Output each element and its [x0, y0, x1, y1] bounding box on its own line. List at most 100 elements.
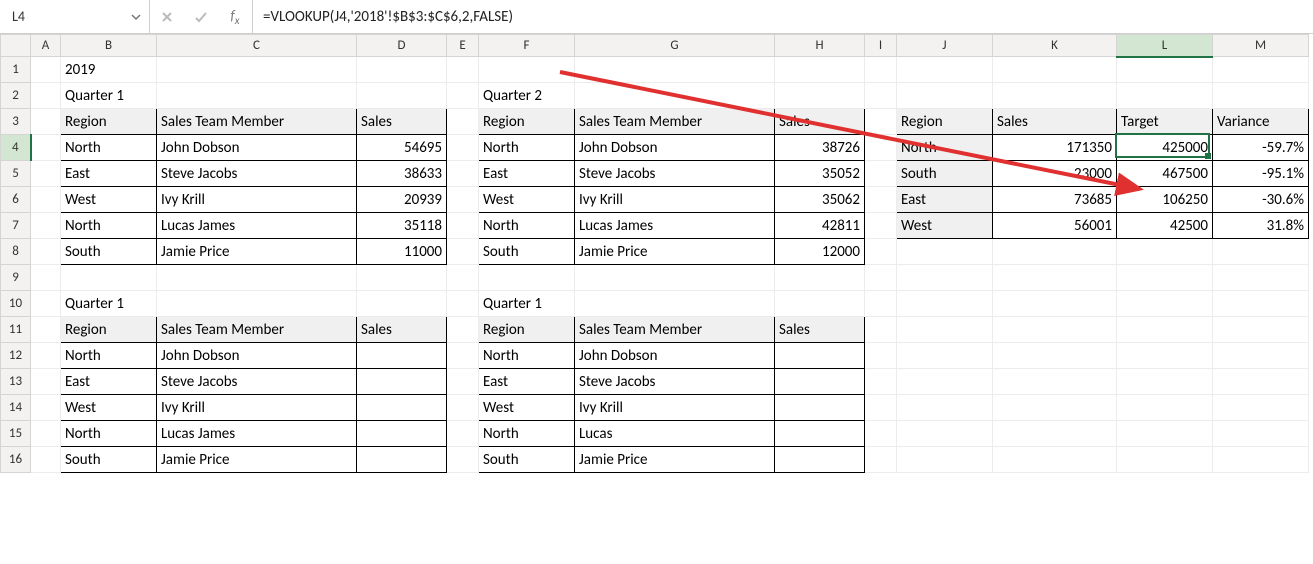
cell-L8[interactable]: [1117, 239, 1213, 265]
cell-L10[interactable]: [1117, 291, 1213, 317]
cell-G12[interactable]: John Dobson: [575, 343, 775, 369]
cell-D3[interactable]: Sales: [357, 109, 447, 135]
cell-C4[interactable]: John Dobson: [157, 135, 357, 161]
cell-M3[interactable]: Variance: [1213, 109, 1309, 135]
row-header-5[interactable]: 5: [1, 161, 31, 187]
cell-A12[interactable]: [31, 343, 61, 369]
cell-E12[interactable]: [447, 343, 479, 369]
cell-K3[interactable]: Sales: [993, 109, 1117, 135]
cell-H10[interactable]: [775, 291, 865, 317]
cell-F6[interactable]: West: [479, 187, 575, 213]
cell-C8[interactable]: Jamie Price: [157, 239, 357, 265]
cell-L9[interactable]: [1117, 265, 1213, 291]
cell-L12[interactable]: [1117, 343, 1213, 369]
cell-B1[interactable]: 2019: [61, 57, 157, 83]
cell-C6[interactable]: Ivy Krill: [157, 187, 357, 213]
cell-D11[interactable]: Sales: [357, 317, 447, 343]
cell-M1[interactable]: [1213, 57, 1309, 83]
row-header-15[interactable]: 15: [1, 421, 31, 447]
cell-I2[interactable]: [865, 83, 897, 109]
cell-I5[interactable]: [865, 161, 897, 187]
cell-D16[interactable]: [357, 447, 447, 473]
cell-B3[interactable]: Region: [61, 109, 157, 135]
row-header-10[interactable]: 10: [1, 291, 31, 317]
cell-F4[interactable]: North: [479, 135, 575, 161]
cell-D4[interactable]: 54695: [357, 135, 447, 161]
cell-C11[interactable]: Sales Team Member: [157, 317, 357, 343]
cell-B7[interactable]: North: [61, 213, 157, 239]
cell-J2[interactable]: [897, 83, 993, 109]
col-header-F[interactable]: F: [479, 35, 575, 57]
cell-C1[interactable]: [157, 57, 357, 83]
row-header-16[interactable]: 16: [1, 447, 31, 473]
cell-G14[interactable]: Ivy Krill: [575, 395, 775, 421]
cell-E16[interactable]: [447, 447, 479, 473]
cell-M14[interactable]: [1213, 395, 1309, 421]
cell-B11[interactable]: Region: [61, 317, 157, 343]
cell-M16[interactable]: [1213, 447, 1309, 473]
cell-J5[interactable]: South: [897, 161, 993, 187]
cell-M8[interactable]: [1213, 239, 1309, 265]
col-header-C[interactable]: C: [157, 35, 357, 57]
cell-I6[interactable]: [865, 187, 897, 213]
cell-F1[interactable]: [479, 57, 575, 83]
cell-G3[interactable]: Sales Team Member: [575, 109, 775, 135]
row-header-6[interactable]: 6: [1, 187, 31, 213]
cell-C10[interactable]: [157, 291, 357, 317]
cell-J12[interactable]: [897, 343, 993, 369]
cell-A6[interactable]: [31, 187, 61, 213]
name-box-wrap[interactable]: L4: [0, 0, 150, 33]
col-header-D[interactable]: D: [357, 35, 447, 57]
cell-E11[interactable]: [447, 317, 479, 343]
cell-M5[interactable]: -95.1%: [1213, 161, 1309, 187]
cell-A11[interactable]: [31, 317, 61, 343]
row-header-3[interactable]: 3: [1, 109, 31, 135]
cell-F16[interactable]: South: [479, 447, 575, 473]
cell-I15[interactable]: [865, 421, 897, 447]
cell-H4[interactable]: 38726: [775, 135, 865, 161]
cell-A2[interactable]: [31, 83, 61, 109]
cell-J15[interactable]: [897, 421, 993, 447]
cell-C5[interactable]: Steve Jacobs: [157, 161, 357, 187]
cell-M7[interactable]: 31.8%: [1213, 213, 1309, 239]
cell-B5[interactable]: East: [61, 161, 157, 187]
cell-B4[interactable]: North: [61, 135, 157, 161]
cell-F2[interactable]: Quarter 2: [479, 83, 575, 109]
cell-B8[interactable]: South: [61, 239, 157, 265]
cell-E4[interactable]: [447, 135, 479, 161]
row-header-12[interactable]: 12: [1, 343, 31, 369]
cell-F13[interactable]: East: [479, 369, 575, 395]
cell-E15[interactable]: [447, 421, 479, 447]
col-header-A[interactable]: A: [31, 35, 61, 57]
cell-H12[interactable]: [775, 343, 865, 369]
cell-L15[interactable]: [1117, 421, 1213, 447]
cell-A5[interactable]: [31, 161, 61, 187]
row-header-9[interactable]: 9: [1, 265, 31, 291]
cell-A15[interactable]: [31, 421, 61, 447]
cell-L7[interactable]: 42500: [1117, 213, 1213, 239]
col-header-G[interactable]: G: [575, 35, 775, 57]
cell-H11[interactable]: Sales: [775, 317, 865, 343]
cell-H6[interactable]: 35062: [775, 187, 865, 213]
cell-L13[interactable]: [1117, 369, 1213, 395]
cell-K13[interactable]: [993, 369, 1117, 395]
cell-M11[interactable]: [1213, 317, 1309, 343]
cell-I3[interactable]: [865, 109, 897, 135]
cell-A9[interactable]: [31, 265, 61, 291]
cell-A16[interactable]: [31, 447, 61, 473]
cell-D6[interactable]: 20939: [357, 187, 447, 213]
cell-L4[interactable]: 425000: [1117, 135, 1213, 161]
cell-L14[interactable]: [1117, 395, 1213, 421]
cell-G5[interactable]: Steve Jacobs: [575, 161, 775, 187]
cell-C14[interactable]: Ivy Krill: [157, 395, 357, 421]
enter-icon[interactable]: [184, 0, 218, 34]
cell-H16[interactable]: [775, 447, 865, 473]
cell-D12[interactable]: [357, 343, 447, 369]
col-header-I[interactable]: I: [865, 35, 897, 57]
row-header-1[interactable]: 1: [1, 57, 31, 83]
col-header-K[interactable]: K: [993, 35, 1117, 57]
cell-L16[interactable]: [1117, 447, 1213, 473]
cell-H14[interactable]: [775, 395, 865, 421]
cell-B10[interactable]: Quarter 1: [61, 291, 157, 317]
row-header-11[interactable]: 11: [1, 317, 31, 343]
